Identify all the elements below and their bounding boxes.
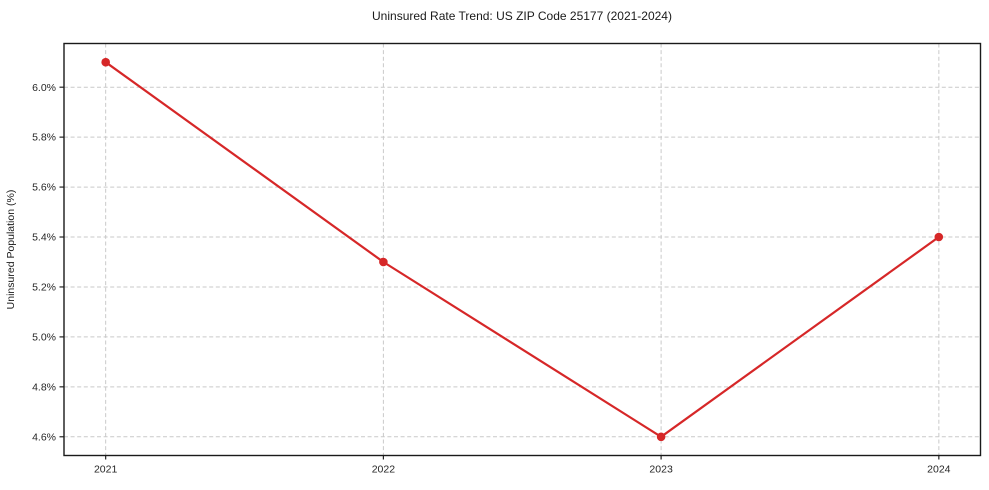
y-tick-label: 4.8% [32,381,56,393]
y-tick-label: 5.0% [32,331,56,343]
axis-ticks [59,86,940,460]
y-tick-label: 5.2% [32,282,56,294]
x-tick-label: 2022 [372,464,396,476]
trend-line [104,61,940,438]
y-tick-label: 6.0% [32,82,56,94]
x-tick-label: 2021 [94,464,118,476]
gridlines [64,43,981,456]
axis-tick-labels: 2021 2022 2023 2024 4.6% 4.8% 5.0% 5.2% 5.4% 5.6%… [32,82,951,476]
data-point-markers [101,57,944,442]
data-point-marker [656,432,666,442]
x-tick-label: 2023 [649,464,673,476]
data-point-marker [379,257,388,267]
y-tick-label: 4.6% [32,431,56,443]
data-point-marker [934,232,944,242]
data-point-marker [101,57,110,67]
y-tick-label: 5.6% [32,182,56,194]
x-tick-label: 2024 [927,464,951,476]
chart-title: Uninsured Rate Trend: US ZIP Code 25177 … [372,9,672,23]
y-tick-label: 5.4% [32,232,56,244]
plot-border [63,42,982,457]
y-tick-label: 5.8% [32,132,56,144]
y-axis-label: Uninsured Population (%) [5,190,17,310]
